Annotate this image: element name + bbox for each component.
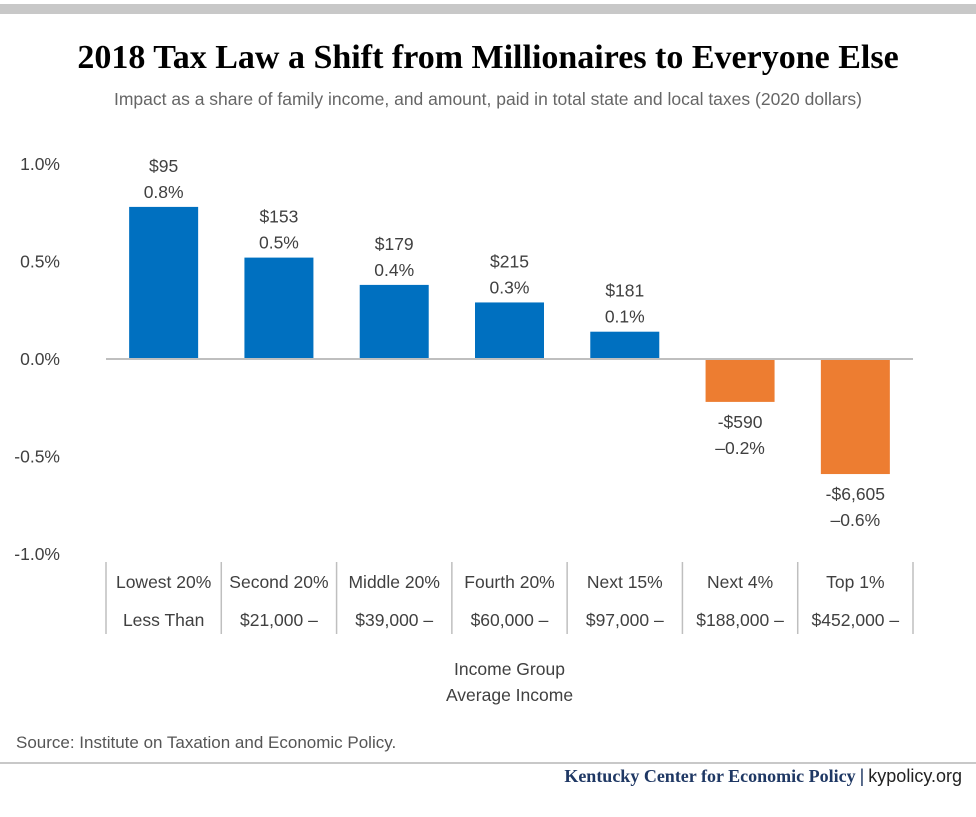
x-category-label: Second 20% bbox=[229, 572, 328, 592]
bar-amount-label: $181 bbox=[605, 281, 644, 301]
site-link[interactable]: kypolicy.org bbox=[868, 766, 962, 786]
y-tick-label: -1.0% bbox=[14, 544, 60, 564]
bar-percent-label: 0.8% bbox=[144, 182, 184, 202]
y-tick-label: -0.5% bbox=[14, 447, 60, 467]
footer-separator: | bbox=[859, 766, 865, 786]
bar-amount-label: $215 bbox=[490, 251, 529, 271]
x-axis-title: Average Income bbox=[446, 685, 573, 705]
bar-amount-label: $179 bbox=[375, 234, 414, 254]
bar bbox=[820, 359, 890, 475]
top-rule bbox=[0, 4, 976, 14]
bar-percent-label: 0.3% bbox=[490, 277, 530, 297]
x-income-label: $39,000 – bbox=[355, 610, 433, 630]
bar-chart: 1.0% 0.5% 0.0% -0.5% -1.0% $95 0.8% $153 0.5% $17… bbox=[14, 154, 914, 705]
bar-percent-label: –0.2% bbox=[715, 438, 765, 458]
bar-percent-label: 0.1% bbox=[605, 307, 645, 327]
bar-amount-label: -$590 bbox=[718, 412, 763, 432]
x-category-label: Next 4% bbox=[707, 572, 773, 592]
x-income-label: $188,000 – bbox=[696, 610, 784, 630]
x-category-label: Lowest 20% bbox=[116, 572, 211, 592]
chart-title: 2018 Tax Law a Shift from Millionaires t… bbox=[77, 39, 899, 76]
x-axis-title: Income Group bbox=[454, 659, 565, 679]
bar-amount-label: $95 bbox=[149, 156, 178, 176]
x-income-label: Less Than bbox=[123, 610, 204, 630]
bar-amount-label: $153 bbox=[259, 207, 298, 227]
y-tick-label: 0.5% bbox=[20, 252, 60, 272]
bar bbox=[244, 257, 314, 359]
y-tick-label: 0.0% bbox=[20, 349, 60, 369]
bar bbox=[705, 359, 775, 402]
x-category-label: Top 1% bbox=[826, 572, 884, 592]
bar-percent-label: –0.6% bbox=[831, 510, 881, 530]
bar-percent-label: 0.4% bbox=[374, 260, 414, 280]
bottom-rule bbox=[0, 762, 976, 764]
x-category-label: Fourth 20% bbox=[464, 572, 554, 592]
bar bbox=[475, 302, 544, 359]
chart-subtitle: Impact as a share of family income, and … bbox=[113, 89, 863, 109]
x-income-label: $60,000 – bbox=[471, 610, 549, 630]
bar-percent-label: 0.5% bbox=[259, 233, 299, 253]
x-category-label: Middle 20% bbox=[348, 572, 439, 592]
bar bbox=[590, 331, 660, 359]
x-income-label: $452,000 – bbox=[812, 610, 900, 630]
org-name: Kentucky Center for Economic Policy bbox=[564, 766, 856, 786]
source-note: Source: Institute on Taxation and Econom… bbox=[16, 733, 397, 752]
x-income-label: $97,000 – bbox=[586, 610, 664, 630]
x-category-label: Next 15% bbox=[587, 572, 663, 592]
bar bbox=[129, 206, 199, 359]
bar bbox=[359, 284, 429, 359]
y-tick-label: 1.0% bbox=[20, 154, 60, 174]
bar-amount-label: -$6,605 bbox=[826, 484, 885, 504]
footer-credit: Kentucky Center for Economic Policy | kypo… bbox=[564, 766, 962, 787]
x-income-label: $21,000 – bbox=[240, 610, 318, 630]
